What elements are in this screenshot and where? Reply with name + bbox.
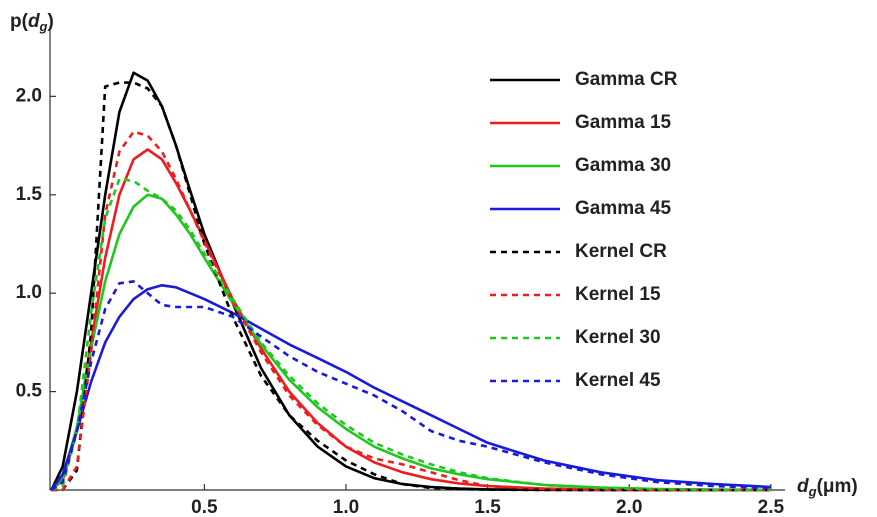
legend-label: Kernel CR [575, 241, 667, 262]
legend-label: Gamma CR [575, 69, 678, 90]
series-line [50, 193, 771, 492]
x-tick-label: 2.5 [758, 497, 785, 517]
y-axis-label: p(dg) [10, 11, 54, 34]
x-axis-label: dg(μm) [797, 476, 858, 499]
legend-label: Gamma 30 [575, 155, 671, 176]
y-label-part: p( [10, 11, 29, 32]
y-tick-label: 1.0 [16, 282, 42, 303]
y-tick-label: 1.5 [16, 184, 43, 205]
legend-label: Kernel 45 [575, 370, 661, 391]
series-line [50, 71, 771, 492]
legend-label: Gamma 15 [575, 112, 672, 133]
x-tick-label: 1.5 [474, 497, 501, 517]
legend-label: Kernel 15 [575, 284, 661, 305]
y-label-part: d [28, 11, 40, 32]
x-label-part: g [808, 484, 817, 499]
series-line [51, 130, 771, 492]
series-line [50, 177, 771, 492]
series-line [51, 81, 771, 492]
y-label-part: g [39, 19, 48, 34]
y-label-part: ) [48, 11, 54, 32]
x-label-part: (μm) [817, 476, 858, 497]
y-tick-label: 0.5 [16, 381, 43, 402]
legend-label: Kernel 30 [575, 327, 661, 348]
x-tick-label: 0.5 [191, 497, 218, 517]
series-line [50, 284, 771, 491]
x-tick-label: 1.0 [333, 497, 359, 517]
y-tick-label: 2.0 [16, 85, 42, 106]
series-line [50, 148, 771, 492]
series-line [50, 280, 771, 492]
x-tick-label: 2.0 [616, 497, 642, 517]
x-label-part: d [797, 476, 809, 497]
legend-label: Gamma 45 [575, 198, 672, 219]
